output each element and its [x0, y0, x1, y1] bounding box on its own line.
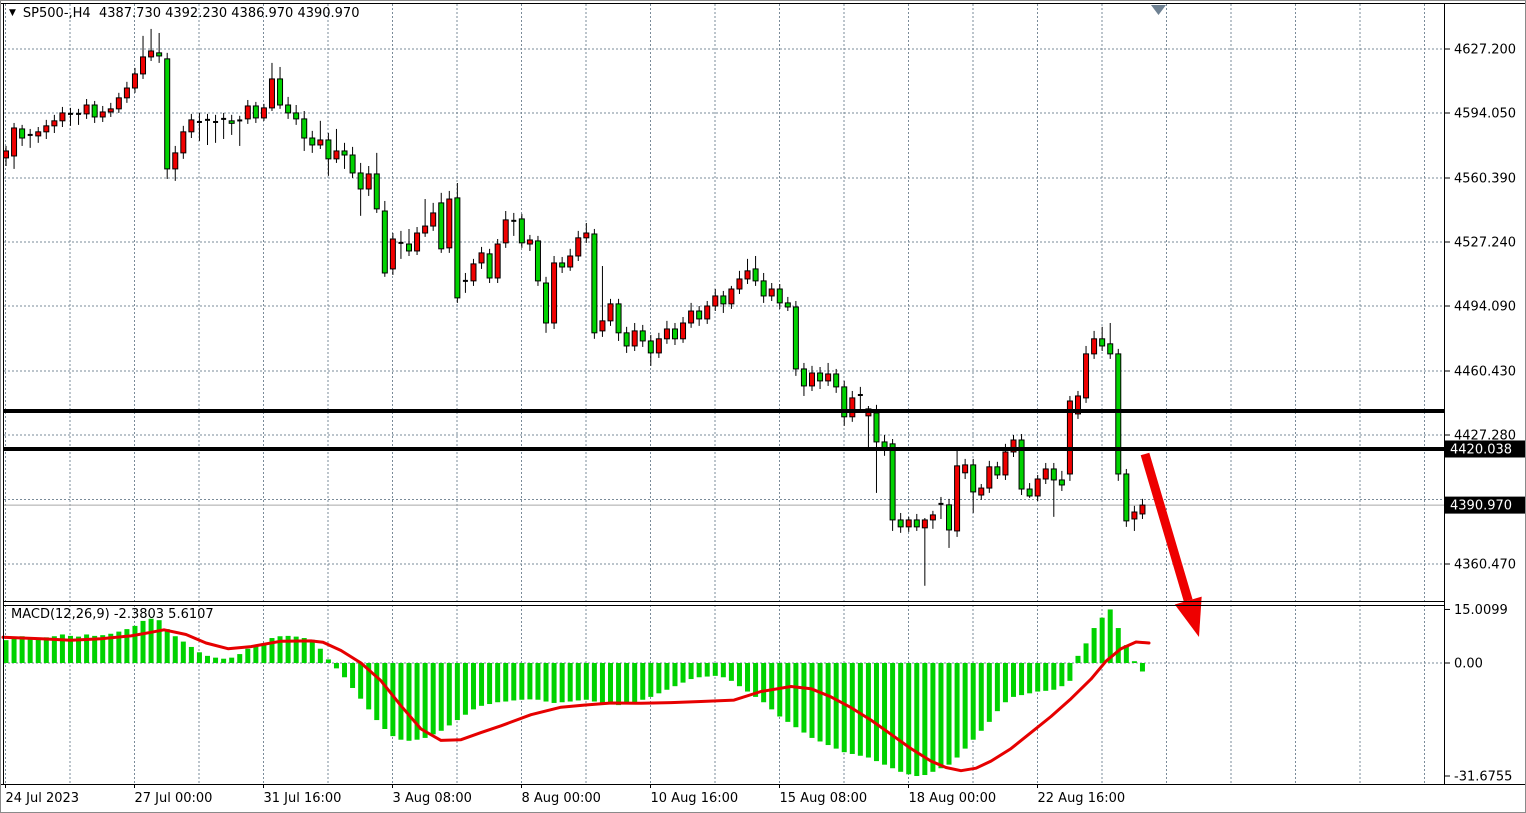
svg-text:8 Aug 00:00: 8 Aug 00:00 — [522, 791, 601, 806]
svg-text:15.0099: 15.0099 — [1454, 603, 1508, 618]
svg-text:22 Aug 16:00: 22 Aug 16:00 — [1038, 791, 1126, 806]
svg-text:31 Jul 16:00: 31 Jul 16:00 — [264, 791, 342, 806]
time-axis[interactable]: 24 Jul 2023 27 Jul 00:00 31 Jul 16:00 3 Aug… — [5, 784, 1126, 806]
svg-text:27 Jul 00:00: 27 Jul 00:00 — [135, 791, 213, 806]
svg-text:0.00: 0.00 — [1454, 657, 1483, 672]
svg-text:4427.280: 4427.280 — [1454, 429, 1516, 444]
svg-text:18 Aug 00:00: 18 Aug 00:00 — [909, 791, 997, 806]
macd-signal-line — [1, 628, 1151, 773]
svg-text:10 Aug 16:00: 10 Aug 16:00 — [651, 791, 739, 806]
svg-text:4420.038: 4420.038 — [1450, 442, 1512, 457]
svg-text:15 Aug 08:00: 15 Aug 08:00 — [780, 791, 868, 806]
candlestick-series — [3, 28, 1146, 586]
svg-text:24 Jul 2023: 24 Jul 2023 — [6, 791, 80, 806]
macd-histogram — [3, 609, 1145, 777]
svg-text:4627.200: 4627.200 — [1454, 43, 1516, 58]
macd-indicator-label: MACD(12,26,9) -2.3803 5.6107 — [11, 607, 214, 622]
svg-text:4360.470: 4360.470 — [1454, 558, 1516, 573]
panel-borders — [1, 3, 1525, 785]
macd-axis[interactable]: 15.0099 0.00 -31.6755 — [1444, 603, 1512, 785]
svg-text:4494.090: 4494.090 — [1454, 300, 1516, 315]
chart-title[interactable]: ▼ SP500-,H4 4387.730 4392.230 4386.970 4… — [9, 6, 359, 21]
svg-text:-31.6755: -31.6755 — [1454, 770, 1512, 785]
horizontal-line-annotations[interactable] — [4, 409, 1444, 451]
current-bar-marker-icon — [1151, 5, 1166, 15]
svg-text:4527.240: 4527.240 — [1454, 236, 1516, 251]
svg-text:4594.050: 4594.050 — [1454, 107, 1516, 122]
svg-text:3 Aug 08:00: 3 Aug 08:00 — [393, 791, 472, 806]
svg-text:4390.970: 4390.970 — [1450, 499, 1512, 514]
svg-text:4560.390: 4560.390 — [1454, 171, 1516, 186]
symbol-dropdown-icon[interactable]: ▼ — [9, 8, 16, 18]
chart-title-text: SP500-,H4 4387.730 4392.230 4386.970 439… — [22, 6, 360, 21]
price-axis[interactable]: 4627.200 4594.050 4560.390 4527.240 4494.090… — [1444, 43, 1516, 573]
svg-text:4460.430: 4460.430 — [1454, 364, 1516, 379]
price-badges: 4420.038 4390.970 — [1445, 440, 1525, 514]
gridlines — [4, 4, 1444, 784]
trend-arrow-annotation[interactable] — [1140, 452, 1202, 637]
